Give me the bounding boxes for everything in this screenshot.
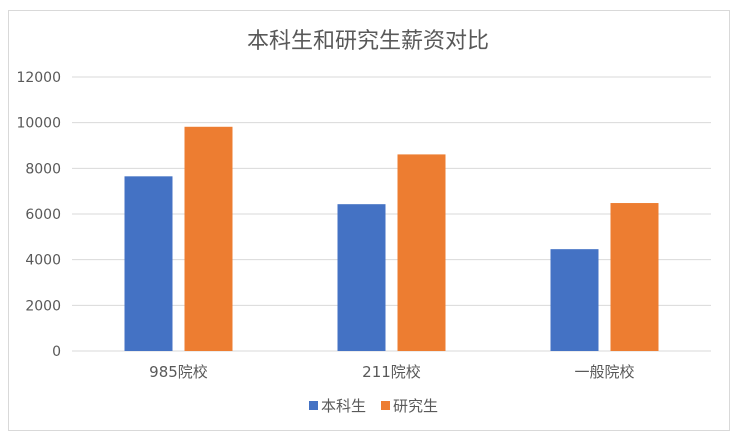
legend-label: 本科生 [321,397,366,415]
y-tick-label: 10000 [16,116,61,132]
y-axis-ticks: 0 2000 4000 6000 8000 10000 12000 [16,70,61,360]
legend: 本科生 研究生 [309,397,438,415]
y-tick-label: 6000 [25,207,61,223]
y-tick-label: 12000 [16,70,61,86]
bar-grad [397,154,446,351]
bar-undergrad [337,204,386,351]
bar-undergrad [124,176,173,351]
x-category-label: 211院校 [362,363,421,381]
legend-swatch [381,401,390,410]
y-tick-label: 2000 [25,298,61,314]
y-tick-label: 4000 [25,253,61,269]
bars [124,126,659,351]
x-axis-categories: 985院校 211院校 一般院校 [149,363,634,381]
y-tick-label: 0 [52,344,61,360]
y-tick-label: 8000 [25,161,61,177]
bar-grad [184,126,233,351]
x-category-label: 一般院校 [574,363,634,381]
chart-title: 本科生和研究生薪资对比 [247,29,489,54]
legend-label: 研究生 [393,397,438,415]
bar-undergrad [550,249,599,351]
x-category-label: 985院校 [149,363,208,381]
gridlines [72,76,711,352]
legend-swatch [309,401,318,410]
bar-grad [610,203,659,351]
